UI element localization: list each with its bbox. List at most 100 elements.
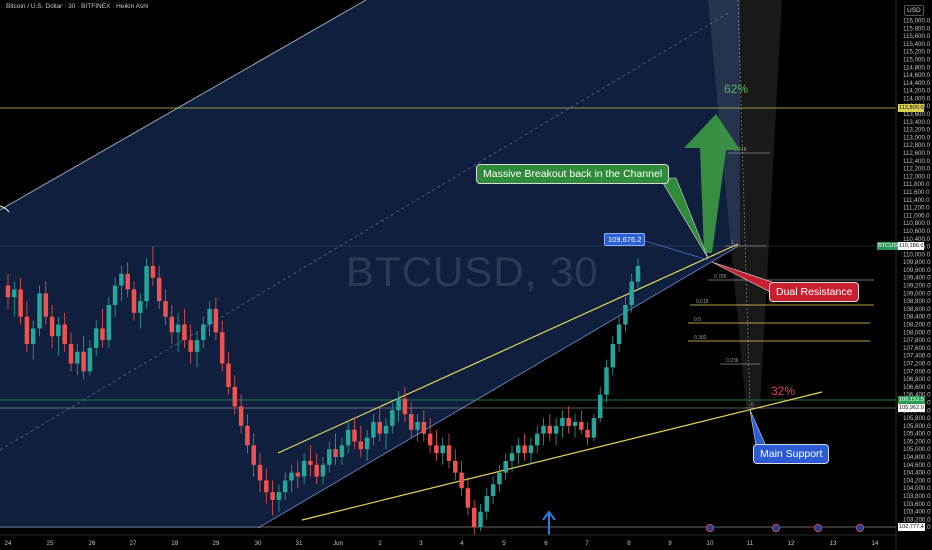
- candle-body[interactable]: [635, 266, 641, 282]
- candle-body[interactable]: [245, 425, 250, 446]
- candle-body[interactable]: [541, 425, 546, 434]
- candle-body[interactable]: [503, 460, 508, 473]
- economic-event-icon[interactable]: [705, 523, 715, 533]
- channel-upper-line[interactable]: [0, 0, 367, 211]
- candle-body[interactable]: [112, 285, 118, 306]
- candle-body[interactable]: [238, 406, 244, 426]
- candle-body[interactable]: [490, 484, 496, 497]
- candle-body[interactable]: [623, 305, 628, 325]
- candle-body[interactable]: [402, 398, 408, 415]
- candle-body[interactable]: [465, 488, 471, 508]
- candle-body[interactable]: [371, 421, 376, 438]
- candle-body[interactable]: [471, 507, 477, 528]
- candle-body[interactable]: [87, 347, 93, 372]
- candle-body[interactable]: [579, 421, 584, 430]
- candle-body[interactable]: [591, 418, 597, 438]
- candle-body[interactable]: [163, 301, 168, 317]
- candle-body[interactable]: [182, 324, 187, 341]
- candle-body[interactable]: [553, 425, 559, 434]
- candle-body[interactable]: [75, 351, 80, 364]
- candle-body[interactable]: [119, 273, 124, 286]
- economic-event-icon[interactable]: [813, 523, 823, 533]
- candle-body[interactable]: [610, 344, 616, 368]
- candle-body[interactable]: [175, 324, 181, 333]
- candle-body[interactable]: [264, 480, 269, 493]
- candle-body[interactable]: [629, 281, 634, 306]
- candle-body[interactable]: [62, 324, 67, 345]
- candle-body[interactable]: [396, 398, 401, 411]
- candle-body[interactable]: [440, 445, 445, 454]
- candle-body[interactable]: [345, 429, 351, 446]
- candle-body[interactable]: [156, 277, 162, 302]
- candle-body[interactable]: [37, 293, 42, 329]
- candle-body[interactable]: [257, 464, 263, 481]
- candle-body[interactable]: [226, 363, 231, 387]
- candle-body[interactable]: [282, 480, 288, 493]
- candle-body[interactable]: [585, 429, 590, 438]
- candle-body[interactable]: [339, 445, 345, 458]
- breakout-arrow[interactable]: [684, 114, 740, 253]
- candle-body[interactable]: [207, 308, 212, 325]
- candle-body[interactable]: [100, 328, 105, 341]
- candle-body[interactable]: [18, 289, 23, 317]
- candle-body[interactable]: [106, 305, 112, 341]
- currency-button[interactable]: USD: [904, 5, 924, 16]
- candle-body[interactable]: [150, 266, 156, 278]
- candle-body[interactable]: [270, 492, 275, 500]
- candle-body[interactable]: [232, 386, 238, 407]
- candle-body[interactable]: [572, 421, 578, 426]
- candle-body[interactable]: [314, 464, 319, 477]
- candle-body[interactable]: [138, 301, 143, 313]
- candle-body[interactable]: [352, 429, 357, 442]
- candle-body[interactable]: [194, 340, 200, 352]
- candle-body[interactable]: [459, 472, 464, 489]
- candle-body[interactable]: [56, 324, 61, 337]
- candle-body[interactable]: [509, 453, 515, 461]
- candle-body[interactable]: [327, 449, 332, 465]
- economic-event-icon[interactable]: [855, 523, 865, 533]
- channel-mid-line[interactable]: [0, 11, 731, 451]
- candle-body[interactable]: [276, 492, 282, 500]
- candle-body[interactable]: [478, 511, 483, 528]
- candle-body[interactable]: [301, 460, 307, 477]
- main-support-callout[interactable]: Main Support: [753, 444, 830, 464]
- dual-resistance-callout[interactable]: Dual Resistance: [769, 282, 860, 302]
- candle-body[interactable]: [377, 421, 382, 434]
- candle-body[interactable]: [421, 421, 427, 434]
- candle-body[interactable]: [415, 421, 420, 430]
- candle-body[interactable]: [93, 328, 99, 348]
- candle-body[interactable]: [497, 472, 502, 485]
- candle-body[interactable]: [383, 425, 389, 434]
- candle-body[interactable]: [522, 445, 527, 454]
- economic-event-icon[interactable]: [771, 523, 781, 533]
- candle-body[interactable]: [597, 394, 603, 419]
- candle-body[interactable]: [453, 460, 458, 473]
- candle-body[interactable]: [616, 324, 622, 345]
- candle-body[interactable]: [213, 308, 219, 333]
- candle-body[interactable]: [390, 410, 395, 426]
- candle-body[interactable]: [446, 445, 452, 461]
- candle-body[interactable]: [201, 324, 206, 341]
- candle-body[interactable]: [24, 316, 30, 345]
- candle-body[interactable]: [12, 289, 17, 298]
- breakout-callout[interactable]: Massive Breakout back in the Channel: [476, 164, 670, 184]
- candle-body[interactable]: [289, 472, 294, 481]
- channel-lower-line[interactable]: [257, 244, 741, 529]
- candle-body[interactable]: [566, 418, 571, 426]
- candle-body[interactable]: [320, 464, 326, 477]
- candle-body[interactable]: [131, 289, 137, 313]
- candle-body[interactable]: [219, 332, 225, 364]
- candle-body[interactable]: [427, 433, 433, 446]
- candle-body[interactable]: [358, 441, 364, 450]
- candle-body[interactable]: [408, 414, 414, 430]
- candle-body[interactable]: [68, 344, 74, 364]
- candle-body[interactable]: [528, 445, 534, 454]
- candle-body[interactable]: [43, 293, 49, 317]
- candle-body[interactable]: [333, 449, 338, 458]
- candle-body[interactable]: [434, 445, 439, 454]
- candle-body[interactable]: [188, 340, 193, 352]
- candle-body[interactable]: [169, 316, 175, 333]
- candle-body[interactable]: [81, 351, 86, 372]
- candle-body[interactable]: [560, 418, 565, 426]
- candle-body[interactable]: [604, 367, 609, 395]
